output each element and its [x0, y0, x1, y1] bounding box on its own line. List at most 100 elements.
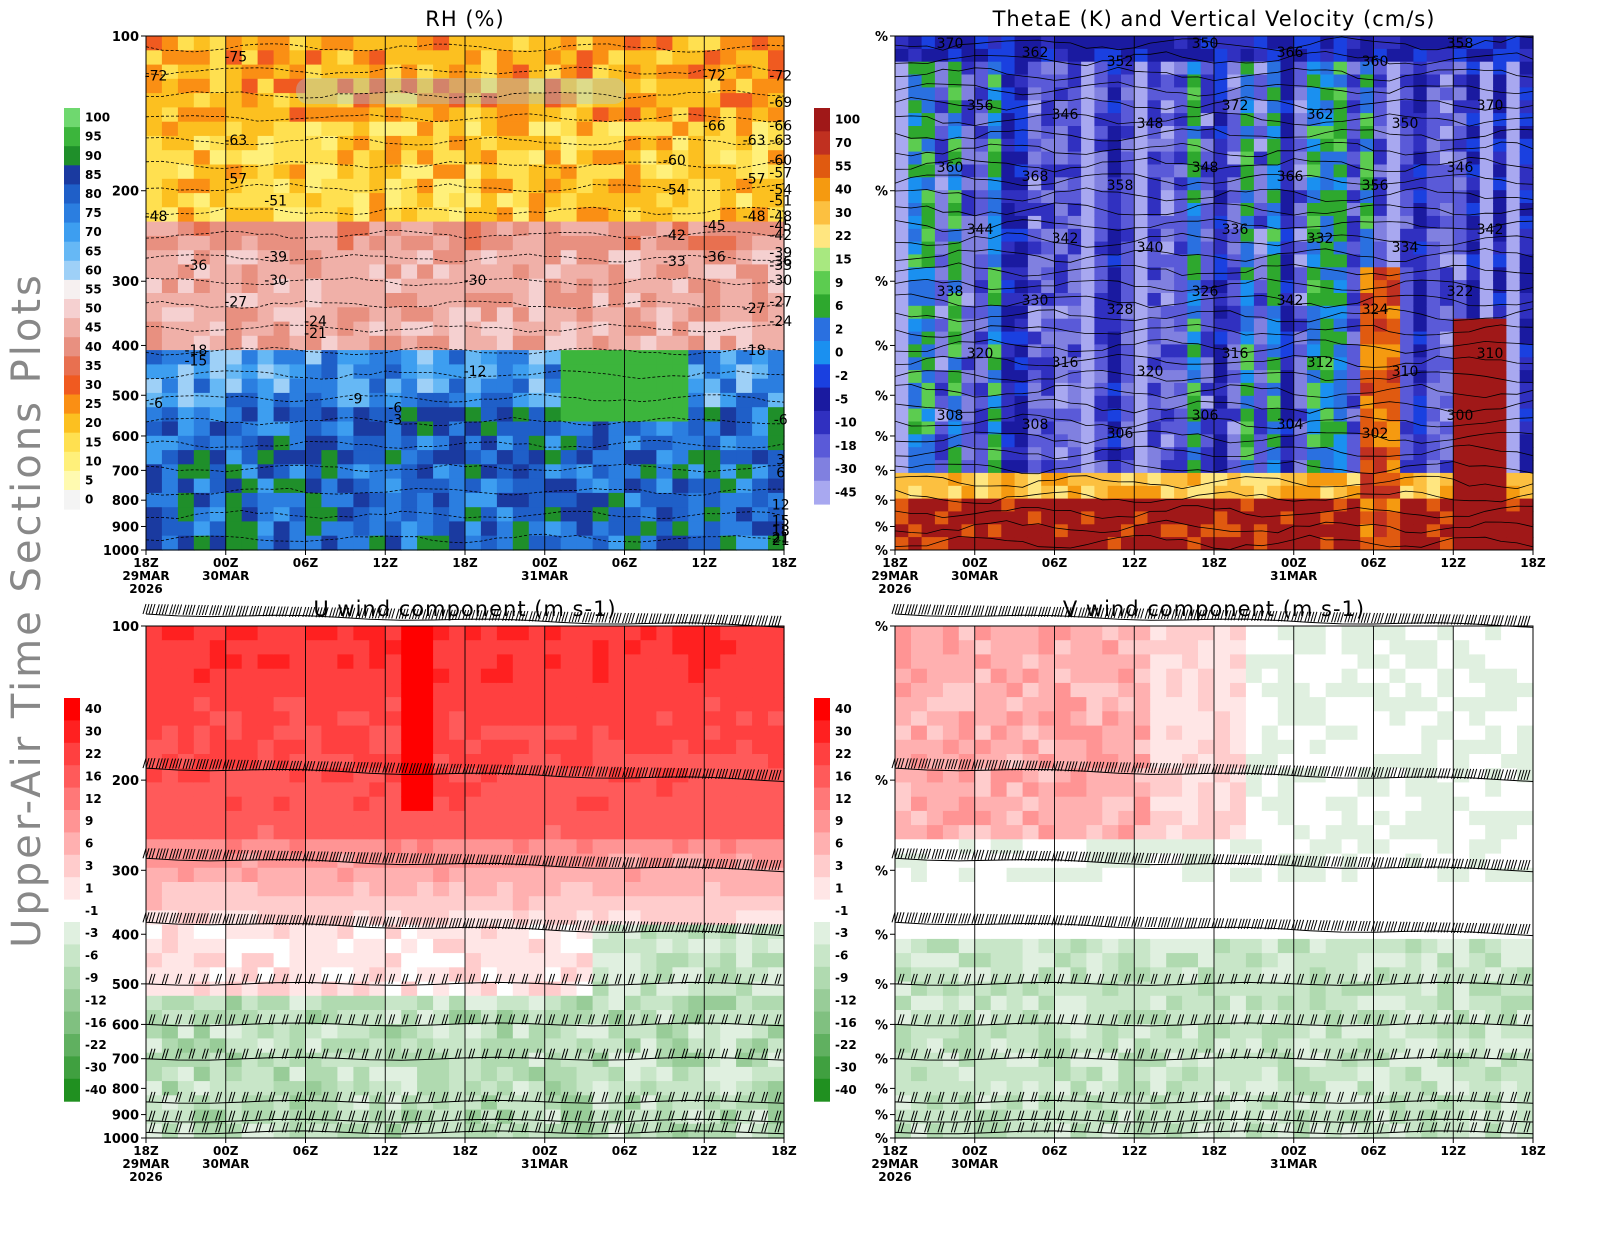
field-cell — [592, 882, 610, 897]
colorbar-swatch — [64, 356, 80, 376]
field-cell — [988, 382, 1002, 397]
colorbar-swatch — [64, 241, 80, 262]
field-cell — [1426, 447, 1441, 461]
field-cell — [193, 668, 211, 684]
field-cell — [640, 739, 658, 755]
field-cell — [1267, 113, 1282, 127]
field-cell — [353, 924, 370, 940]
field-cell — [1001, 434, 1016, 448]
field-cell — [1346, 138, 1361, 153]
field-cell — [465, 825, 482, 840]
field-cell — [1041, 318, 1056, 333]
field-cell — [449, 796, 466, 812]
field-cell — [640, 350, 658, 365]
field-cell — [1386, 421, 1401, 435]
field-cell — [225, 64, 243, 80]
field-cell — [576, 378, 594, 394]
field-cell — [433, 178, 450, 194]
field-cell — [1426, 113, 1441, 127]
field-cell — [496, 1024, 514, 1039]
field-cell — [1293, 524, 1308, 538]
field-cell — [528, 364, 546, 380]
field-cell — [1440, 524, 1454, 538]
field-cell — [640, 293, 658, 308]
field-cell — [1426, 472, 1441, 487]
field-cell — [736, 207, 753, 223]
field-cell — [305, 711, 323, 727]
field-cell — [1360, 485, 1375, 500]
field-cell — [225, 421, 243, 437]
field-cell — [1320, 357, 1335, 371]
field-cell — [1519, 498, 1534, 512]
field-cell — [1081, 511, 1095, 525]
field-cell — [704, 207, 721, 223]
field-cell — [146, 896, 163, 911]
field-cell — [672, 464, 689, 480]
field-cell — [480, 825, 498, 840]
field-cell — [1373, 190, 1388, 204]
y-tick-label: % — [875, 275, 888, 290]
field-cell — [257, 938, 275, 954]
field-cell — [465, 1024, 482, 1039]
field-cell — [948, 370, 963, 384]
field-cell — [1466, 511, 1481, 525]
field-cell — [512, 135, 530, 151]
field-cell — [209, 378, 227, 394]
field-cell — [672, 50, 689, 66]
field-cell — [161, 278, 179, 294]
field-cell — [624, 478, 642, 494]
field-cell — [321, 725, 338, 741]
field-cell — [177, 1109, 195, 1125]
field-cell — [1134, 293, 1149, 307]
field-cell — [305, 278, 323, 294]
field-cell — [624, 321, 642, 337]
field-cell — [496, 193, 514, 208]
contour-label: 342 — [1477, 222, 1504, 238]
field-cell — [209, 36, 227, 51]
field-cell — [988, 498, 1002, 512]
field-cell — [688, 739, 705, 755]
field-cell — [1121, 267, 1135, 281]
field-cell — [305, 121, 323, 137]
field-cell — [656, 668, 673, 684]
field-cell — [353, 492, 370, 508]
field-cell — [1493, 421, 1507, 435]
field-cell — [624, 1081, 642, 1096]
field-cell — [592, 478, 610, 494]
field-cell — [768, 335, 785, 351]
field-cell — [146, 407, 163, 423]
field-cell — [1267, 61, 1282, 76]
field-cell — [480, 435, 498, 451]
field-cell — [544, 235, 562, 251]
field-cell — [273, 953, 291, 968]
field-cell — [1174, 280, 1188, 294]
field-cell — [974, 164, 989, 178]
field-cell — [480, 464, 498, 480]
field-cell — [768, 364, 785, 380]
field-cell — [624, 435, 642, 451]
field-cell — [1360, 74, 1375, 88]
field-cell — [465, 507, 482, 523]
field-cell — [1081, 318, 1095, 333]
field-cell — [736, 392, 753, 408]
field-cell — [768, 121, 785, 137]
field-cell — [908, 203, 923, 217]
field-cell — [289, 782, 307, 798]
field-cell — [1147, 74, 1162, 88]
field-cell — [161, 135, 179, 151]
field-cell — [1307, 113, 1321, 127]
field-cell — [512, 435, 530, 451]
field-cell — [1160, 498, 1175, 512]
field-cell — [193, 293, 211, 308]
field-cell — [465, 435, 482, 451]
contour-label: -51 — [264, 194, 287, 210]
field-cell — [1240, 215, 1255, 230]
field-cell — [273, 478, 291, 494]
field-cell — [241, 164, 259, 180]
field-cell — [209, 207, 227, 223]
field-cell — [895, 421, 909, 435]
field-cell — [1386, 498, 1401, 512]
field-cell — [337, 207, 354, 223]
field-cell — [289, 796, 307, 812]
field-cell — [1094, 113, 1109, 127]
